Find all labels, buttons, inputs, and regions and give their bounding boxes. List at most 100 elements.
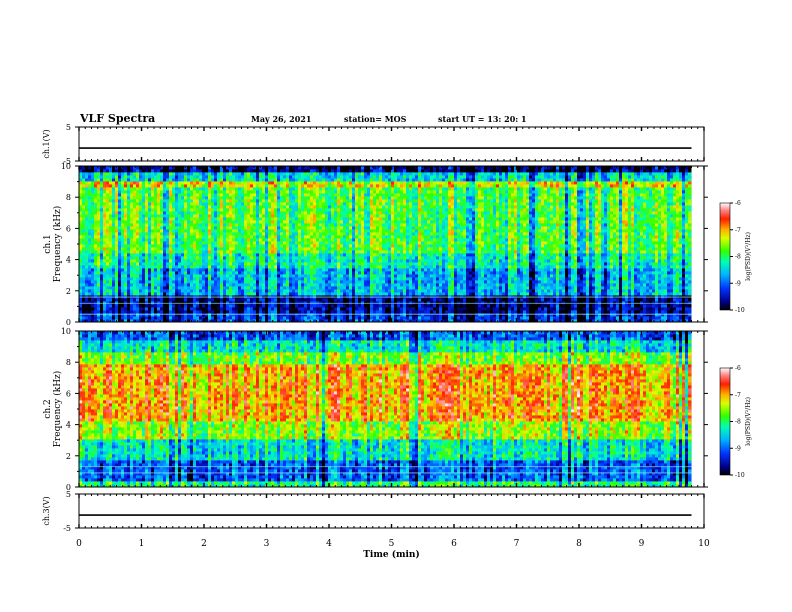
spectrogram-cell — [88, 265, 91, 268]
spectrogram-cell — [124, 184, 127, 187]
spectrogram-cell — [94, 172, 97, 175]
spectrogram-cell — [82, 259, 85, 262]
spectrogram-cell — [91, 181, 94, 184]
spectrogram-cell — [124, 175, 127, 178]
spectrogram-cell — [133, 298, 136, 301]
spectrogram-cell — [148, 259, 151, 262]
spectrogram-cell — [103, 205, 106, 208]
spectrogram-cell — [97, 274, 100, 277]
spectrogram-cell — [121, 235, 124, 238]
spectrogram-cell — [91, 196, 94, 199]
spectrogram-cell — [91, 283, 94, 286]
spectrogram-cell — [157, 232, 160, 235]
spectrogram-cell — [97, 169, 100, 172]
spectrogram-cell — [166, 253, 169, 256]
spectrogram-cell — [142, 190, 145, 193]
spectrogram-cell — [148, 253, 151, 256]
spectrogram-cell — [160, 271, 163, 274]
spectrogram-cell — [136, 241, 139, 244]
spectrogram-cell — [163, 292, 166, 295]
spectrogram-cell — [133, 244, 136, 247]
spectrogram-cell — [142, 313, 145, 316]
spectrogram-cell — [85, 277, 88, 280]
spectrogram-cell — [103, 304, 106, 307]
spectrogram-cell — [169, 298, 172, 301]
spectrogram-cell — [151, 277, 154, 280]
spectrogram-cell — [118, 175, 121, 178]
spectrogram-cell — [166, 256, 169, 259]
spectrogram-cell — [142, 205, 145, 208]
spectrogram-cell — [88, 307, 91, 310]
spectrogram-cell — [166, 205, 169, 208]
spectrogram-cell — [139, 193, 142, 196]
spectrogram-cell — [139, 274, 142, 277]
spectrogram-cell — [160, 301, 163, 304]
spectrogram-cell — [88, 259, 91, 262]
spectrogram-cell — [127, 199, 130, 202]
spectrogram-cell — [103, 301, 106, 304]
spectrogram-cell — [133, 211, 136, 214]
spectrogram-cell — [136, 193, 139, 196]
spectrogram-cell — [148, 181, 151, 184]
spectrogram-cell — [142, 169, 145, 172]
spectrogram-cell — [157, 241, 160, 244]
spectrogram-cell — [151, 178, 154, 181]
spectrogram-cell — [127, 250, 130, 253]
spectrogram-cell — [169, 313, 172, 316]
spectrogram-cell — [85, 169, 88, 172]
spectrogram-cell — [100, 289, 103, 292]
spectrogram-cell — [139, 229, 142, 232]
spectrogram-cell — [139, 217, 142, 220]
spectrogram-cell — [127, 190, 130, 193]
spectrogram-cell — [118, 304, 121, 307]
spectrogram-cell — [118, 265, 121, 268]
spectrogram-cell — [100, 229, 103, 232]
spectrogram-cell — [124, 169, 127, 172]
spectrogram-cell — [136, 214, 139, 217]
spectrogram-cell — [148, 187, 151, 190]
spectrogram-cell — [100, 220, 103, 223]
spectrogram-cell — [97, 262, 100, 265]
spectrogram-cell — [91, 193, 94, 196]
spectrogram-cell — [148, 184, 151, 187]
spectrogram-cell — [157, 247, 160, 250]
spectrogram-cell — [169, 286, 172, 289]
spectrogram-cell — [136, 199, 139, 202]
spectrogram-cell — [118, 310, 121, 313]
spectrogram-cell — [142, 259, 145, 262]
spectrogram-cell — [94, 250, 97, 253]
spectrogram-cell — [136, 313, 139, 316]
spectrogram-cell — [160, 262, 163, 265]
spectrogram-cell — [118, 301, 121, 304]
spectrogram-cell — [94, 169, 97, 172]
spectrogram-cell — [148, 277, 151, 280]
spectrogram-cell — [133, 181, 136, 184]
spectrogram-cell — [121, 298, 124, 301]
spectrogram-cell — [115, 250, 118, 253]
spectrogram-cell — [136, 307, 139, 310]
spectrogram-cell — [88, 235, 91, 238]
spectrogram-cell — [154, 235, 157, 238]
spectrogram-cell — [79, 235, 82, 238]
spectrogram-cell — [103, 250, 106, 253]
spectrogram-cell — [112, 310, 115, 313]
spectrogram-cell — [124, 187, 127, 190]
spectrogram-cell — [88, 172, 91, 175]
spectrogram-cell — [166, 289, 169, 292]
spectrogram-cell — [157, 253, 160, 256]
spectrogram-cell — [121, 220, 124, 223]
spectrogram-cell — [121, 277, 124, 280]
spectrogram-cell — [106, 250, 109, 253]
spectrogram-cell — [106, 211, 109, 214]
spectrogram-cell — [151, 256, 154, 259]
spectrogram-cell — [154, 259, 157, 262]
spectrogram-cell — [124, 304, 127, 307]
spectrogram-cell — [82, 232, 85, 235]
spectrogram-cell — [82, 211, 85, 214]
spectrogram-cell — [166, 292, 169, 295]
spectrogram-cell — [169, 235, 172, 238]
spectrogram-cell — [148, 274, 151, 277]
spectrogram-cell — [103, 286, 106, 289]
spectrogram-cell — [130, 316, 133, 319]
spectrogram-cell — [127, 298, 130, 301]
